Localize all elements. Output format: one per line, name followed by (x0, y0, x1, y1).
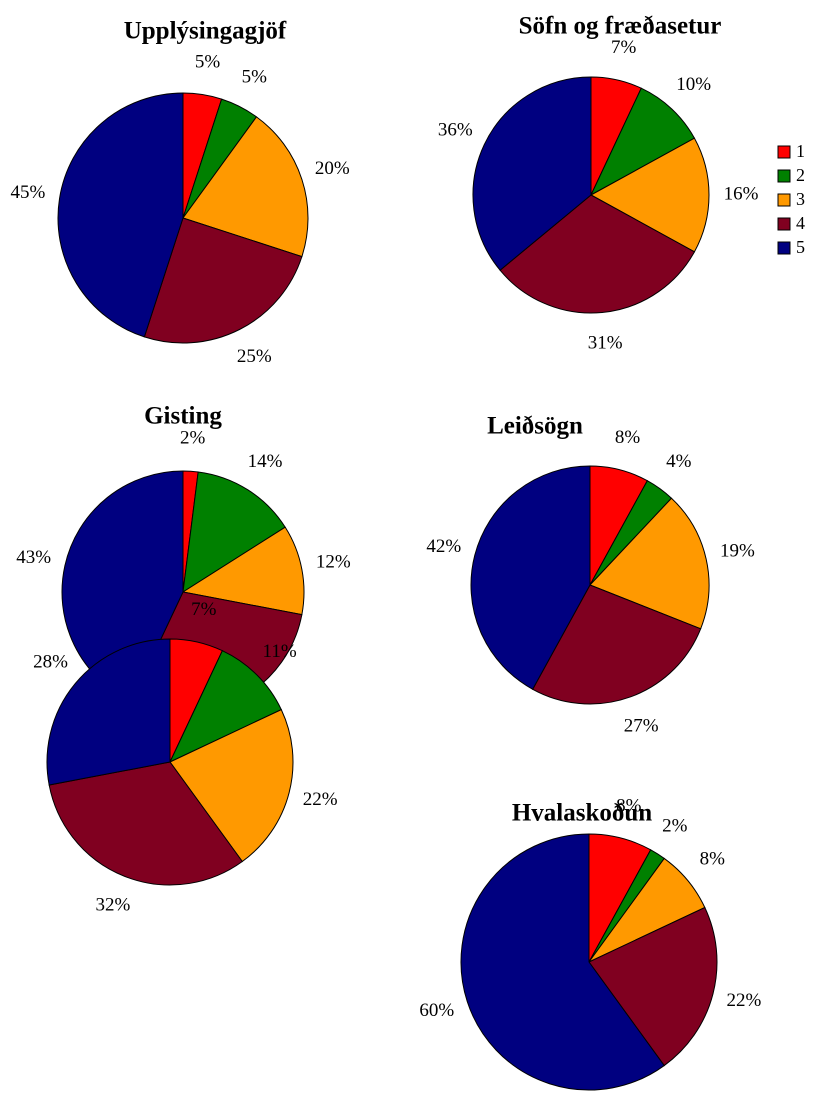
legend-label: 2 (796, 165, 805, 185)
data-label: 22% (303, 789, 338, 810)
pie-slice (143, 217, 303, 344)
data-label: 5% (242, 66, 268, 87)
pie-slice (589, 497, 710, 630)
pie-slice (588, 906, 718, 1067)
data-label: 2% (662, 815, 688, 836)
data-label: 25% (237, 346, 272, 367)
pie-slice (589, 137, 710, 253)
legend-label: 4 (796, 213, 805, 233)
data-label: 19% (720, 540, 755, 561)
chart-title: Söfn og fræðasetur (519, 13, 722, 40)
data-label: 11% (263, 641, 297, 662)
pie-slice (168, 650, 282, 764)
data-label: 36% (438, 119, 473, 140)
chart-title: Leiðsögn (487, 413, 583, 440)
pie-slice (48, 761, 243, 886)
data-label: 16% (724, 183, 759, 204)
data-label: 20% (315, 158, 350, 179)
chart-title: Hvalaskoðun (512, 800, 652, 827)
data-label: 5% (195, 51, 221, 72)
data-label: 60% (419, 1000, 454, 1021)
data-label: 7% (611, 37, 637, 58)
data-label: 10% (676, 74, 711, 95)
data-label: 12% (316, 552, 351, 573)
pie-slice (46, 638, 171, 786)
legend-swatch (777, 193, 791, 207)
pie-slice (182, 471, 286, 593)
legend-label: 5 (796, 237, 805, 257)
legend-label: 1 (796, 141, 805, 161)
pie-slice (181, 526, 305, 616)
chart-title: Upplýsingagjöf (124, 18, 287, 45)
legend-swatch (777, 145, 791, 159)
pie-slice (531, 584, 702, 705)
data-label: 28% (33, 652, 68, 673)
data-label: 32% (96, 894, 131, 915)
data-label: 2% (180, 428, 206, 449)
pie-slice (589, 87, 696, 197)
data-label: 14% (248, 451, 283, 472)
legend-swatch (777, 169, 791, 183)
pie-slice (182, 116, 309, 258)
data-label: 8% (616, 795, 642, 816)
legend-swatch (777, 217, 791, 231)
data-label: 7% (191, 599, 217, 620)
pie-slice (460, 833, 665, 1091)
data-label: 22% (727, 990, 762, 1011)
data-label: 8% (615, 427, 641, 448)
pie-slice (472, 76, 592, 271)
data-label: 4% (666, 451, 692, 472)
pie-slice (57, 92, 184, 338)
legend-label: 3 (796, 189, 805, 209)
data-label: 42% (426, 536, 461, 557)
pie-slice (470, 465, 591, 690)
data-label: 27% (624, 715, 659, 736)
data-label: 31% (588, 333, 623, 354)
data-label: 8% (700, 848, 726, 869)
chart-title: Gisting (144, 403, 222, 430)
pie-slice (499, 194, 696, 314)
pie-slice (169, 708, 294, 863)
data-label: 43% (16, 547, 51, 568)
legend-swatch (777, 241, 791, 255)
data-label: 45% (11, 182, 46, 203)
